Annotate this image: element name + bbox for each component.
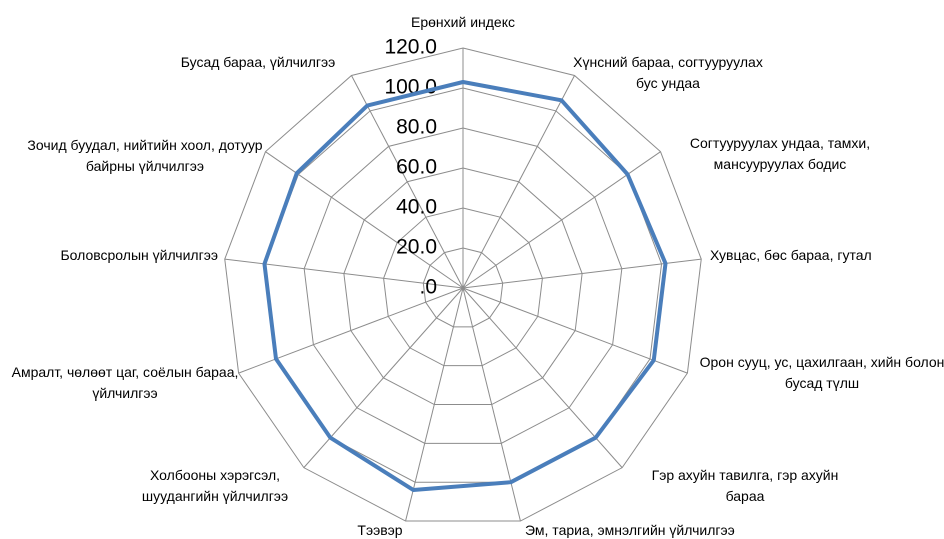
grid-ring — [383, 207, 543, 367]
spoke — [462, 258, 702, 289]
y-tick-label: 20.0 — [396, 236, 437, 259]
spoke — [462, 287, 688, 374]
category-label: Боловсролын үйлчилгээ — [60, 247, 218, 263]
spoke — [351, 75, 464, 289]
grid-ring — [303, 127, 623, 444]
category-label: Холбооны хэрэгсэл, шуудангийн үйлчилгээ — [141, 467, 289, 504]
grid-ring — [422, 247, 504, 328]
y-tick-label: 120.0 — [384, 36, 437, 59]
category-label: Тээвэр — [357, 522, 403, 538]
data-line — [262, 80, 668, 492]
y-tick-label: .0 — [419, 276, 437, 299]
spoke — [303, 287, 464, 468]
grid-ring — [343, 167, 583, 406]
category-label: Согтууруулах ундаа, тамхи, мансууруулах … — [689, 135, 871, 172]
category-label: Орон сууц, ус, цахилгаан, хийн болон бус… — [699, 354, 944, 391]
category-label: Хувцас, бөс бараа, гутал — [710, 247, 872, 263]
category-label: Ерөнхий индекс — [411, 14, 515, 30]
y-tick-label: 40.0 — [396, 196, 437, 219]
category-label: Зочид буудал, нийтийн хоол, дотуур байрн… — [27, 137, 263, 174]
y-tick-label: 80.0 — [396, 116, 437, 139]
y-tick-label: 60.0 — [396, 156, 437, 179]
spoke — [462, 287, 623, 468]
category-label: Амралт, чөлөөт цаг, соёлын бараа, үйлчил… — [11, 364, 239, 401]
category-label: Гэр ахуйн тавилга, гэр ахуйн бараа — [651, 467, 839, 504]
spoke — [405, 287, 464, 522]
category-label: Эм, тариа, эмнэлгийн үйлчилгээ — [525, 522, 735, 538]
category-label: Бусад бараа, үйлчилгээ — [180, 54, 336, 70]
category-label: Хүнсний бараа, согтууруулах бус ундаа — [573, 54, 763, 91]
spoke — [462, 75, 575, 289]
grid-ring — [224, 47, 702, 522]
